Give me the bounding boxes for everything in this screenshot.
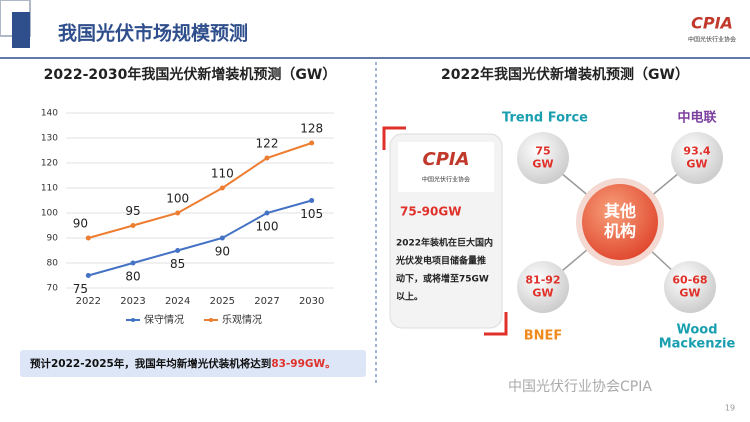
card-value: 75-90GW [400,205,461,219]
node-label: BNEF [524,329,563,344]
card-logo: CPIA [422,149,469,170]
node-value: GW [686,158,707,171]
x-tick-label: 2027 [254,296,279,307]
summary-box [20,350,366,377]
data-label: 105 [300,207,323,221]
x-tick-label: 2023 [120,296,145,307]
summary: 预计2022-2025年，我国年均新增光伏装机将达到83-99GW。 [30,357,336,370]
legend-label: 乐观情况 [222,313,262,326]
data-label: 122 [256,137,279,151]
summary-highlight: 83-99GW。 [271,358,335,370]
y-tick-label: 70 [47,284,59,294]
y-tick-label: 100 [41,209,58,219]
page-number: 19 [725,404,735,413]
center-label: 机构 [604,222,636,241]
data-label: 100 [256,220,279,234]
y-tick-label: 80 [47,259,59,269]
data-label: 75 [73,282,88,296]
point [175,248,181,253]
node-label: Wood [676,323,717,338]
point [264,210,270,216]
node-value: GW [532,287,553,300]
corner [382,126,406,150]
corner [484,312,508,336]
point [85,273,91,278]
node-value: 93.4 [683,145,710,158]
card-logo-sub: 中国光伏行业协会 [422,176,470,184]
node-label: 中电联 [677,110,716,126]
point [309,198,315,203]
node-value: 75 [535,145,550,158]
point [175,210,181,216]
data-label: 90 [73,217,88,231]
legend-marker [131,318,135,322]
data-label: 85 [170,257,185,271]
node-value: 81-92 [525,274,560,287]
logo: CPIA [691,14,733,33]
data-label: 95 [125,204,140,218]
y-tick-label: 130 [41,134,58,144]
node-value: GW [532,158,553,171]
data-label: 90 [215,245,230,259]
node [517,132,569,184]
node [664,261,716,313]
card-text: 光伏发电项目储备量推 [395,255,486,267]
diagram-title: 2022年我国光伏新增装机预测（GW） [441,66,689,83]
x-tick-label: 2024 [165,296,190,307]
card-text: 2022年装机在巨大国内 [396,237,493,249]
slide-title: 我国光伏市场规模预测 [58,22,248,45]
point [309,140,315,146]
y-tick-label: 110 [41,184,58,194]
card-text: 以上。 [396,291,423,303]
node-value: GW [679,287,700,300]
x-tick-label: 2030 [299,296,324,307]
node-label: Trend Force [502,111,588,126]
x-tick-label: 2022 [76,296,101,307]
node [517,261,569,313]
node-label: Mackenzie [659,337,736,352]
node-value: 60-68 [672,274,707,287]
logo-sub: 中国光伏行业协会 [688,36,736,44]
card-text: 动下，或将增至75GW [396,273,489,285]
line [88,199,312,277]
point [219,185,225,191]
point [85,235,91,241]
center-label: 其他 [604,202,636,221]
data-label: 128 [300,122,323,136]
watermark: 中国光伏行业协会CPIA [508,379,652,395]
y-tick-label: 120 [41,159,58,169]
legend-marker [209,318,213,322]
x-tick-label: 2025 [210,296,235,307]
decor [12,12,30,48]
legend-label: 保守情况 [144,313,184,326]
y-tick-label: 90 [47,234,59,244]
chart-title: 2022-2030年我国光伏新增装机预测（GW） [44,66,337,83]
point [130,260,136,266]
center [582,184,658,260]
card-logo-box [398,142,494,192]
summary-text: 预计2022-2025年，我国年均新增光伏装机将达到 [30,357,271,370]
data-label: 100 [166,192,189,206]
point [219,235,225,241]
point [130,223,136,228]
data-label: 80 [125,270,140,284]
node [671,132,723,184]
point [264,155,270,161]
y-tick-label: 140 [41,109,58,119]
line [88,142,312,239]
data-label: 110 [211,167,234,181]
